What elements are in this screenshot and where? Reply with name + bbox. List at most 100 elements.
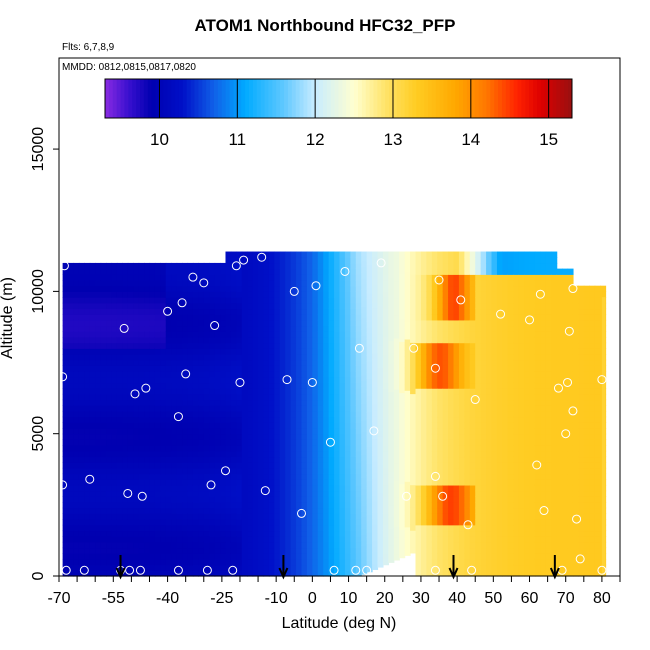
heatmap-cell — [507, 359, 514, 366]
heatmap-cell — [296, 399, 303, 406]
heatmap-cell — [350, 405, 357, 412]
heatmap-cell — [377, 367, 384, 375]
heatmap-cell — [160, 462, 167, 469]
heatmap-cell — [165, 399, 172, 406]
heatmap-cell — [404, 327, 411, 334]
heatmap-cell — [100, 558, 107, 566]
heatmap-cell — [350, 530, 357, 537]
heatmap-cell — [464, 450, 471, 458]
heatmap-cell — [230, 382, 237, 389]
heatmap-cell — [496, 564, 503, 571]
heatmap-cell — [73, 297, 80, 304]
heatmap-cell — [502, 262, 509, 270]
heatmap-cell — [268, 382, 275, 389]
heatmap-cell — [192, 496, 199, 503]
heatmap-cell — [247, 274, 254, 281]
heatmap-cell — [334, 433, 341, 440]
heatmap-cell — [138, 445, 145, 452]
heatmap-cell — [268, 541, 275, 549]
heatmap-cell — [187, 479, 194, 486]
heatmap-cell — [149, 314, 156, 321]
heatmap-cell — [502, 308, 509, 315]
heatmap-cell — [182, 536, 189, 543]
heatmap-cell — [339, 558, 346, 566]
heatmap-cell — [187, 354, 194, 361]
heatmap-cell — [241, 547, 248, 554]
heatmap-cell — [486, 319, 493, 327]
heatmap-cell — [106, 547, 113, 554]
heatmap-cell — [480, 331, 487, 338]
heatmap-cell — [437, 450, 444, 458]
heatmap-cell — [301, 354, 308, 361]
heatmap-cell — [285, 308, 292, 315]
heatmap-cell — [62, 359, 69, 366]
heatmap-cell — [100, 291, 107, 298]
heatmap-cell — [344, 439, 351, 446]
heatmap-cell — [312, 547, 319, 554]
heatmap-cell — [214, 371, 221, 378]
heatmap-cell — [502, 251, 509, 258]
heatmap-cell — [127, 553, 134, 560]
heatmap-cell — [410, 530, 417, 537]
heatmap-cell — [133, 547, 140, 554]
heatmap-cell — [95, 342, 102, 349]
heatmap-cell — [431, 376, 438, 384]
heatmap-cell — [524, 450, 531, 458]
heatmap-cell — [176, 462, 183, 469]
heatmap-cell — [475, 428, 482, 435]
heatmap-cell — [366, 418, 373, 425]
heatmap-cell — [361, 289, 368, 296]
heatmap-cell — [534, 547, 541, 554]
heatmap-cell — [312, 445, 319, 452]
heatmap-cell — [95, 439, 102, 446]
heatmap-cell — [306, 405, 313, 412]
heatmap-cell — [236, 268, 243, 275]
heatmap-cell — [486, 519, 493, 526]
heatmap-cell — [263, 365, 270, 372]
heatmap-cell — [355, 462, 362, 469]
heatmap-cell — [252, 325, 259, 332]
heatmap-cell — [366, 383, 373, 391]
heatmap-cell — [496, 536, 503, 543]
heatmap-cell — [355, 371, 362, 378]
heatmap-cell — [301, 502, 308, 509]
heatmap-cell — [361, 545, 368, 552]
heatmap-cell — [285, 553, 292, 560]
heatmap-cell — [68, 416, 75, 423]
heatmap-cell — [524, 308, 531, 315]
heatmap-cell — [274, 325, 281, 332]
heatmap-cell — [268, 376, 275, 384]
heatmap-cell — [372, 290, 379, 297]
heatmap-cell — [513, 513, 520, 520]
heatmap-cell — [176, 456, 183, 463]
heatmap-cell — [437, 371, 444, 378]
heatmap-cell — [106, 302, 113, 310]
heatmap-cell — [100, 416, 107, 423]
heatmap-cell — [68, 297, 75, 304]
heatmap-cell — [133, 570, 140, 577]
heatmap-cell — [475, 297, 482, 304]
heatmap-cell — [502, 519, 509, 526]
heatmap-cell — [507, 496, 514, 503]
heatmap-cell — [458, 302, 465, 310]
heatmap-cell — [133, 399, 140, 406]
heatmap-cell — [192, 490, 199, 497]
heatmap-cell — [214, 484, 221, 492]
heatmap-cell — [323, 365, 330, 372]
heatmap-cell — [540, 365, 547, 372]
heatmap-cell — [540, 297, 547, 304]
heatmap-cell — [344, 564, 351, 571]
heatmap-cell — [491, 479, 498, 486]
heatmap-cell — [496, 336, 503, 344]
heatmap-cell — [350, 422, 357, 429]
heatmap-cell — [241, 530, 248, 537]
heatmap-cell — [84, 342, 91, 349]
heatmap-cell — [334, 376, 341, 384]
heatmap-cell — [95, 268, 102, 275]
heatmap-cell — [111, 416, 118, 423]
heatmap-cell — [366, 287, 373, 294]
heatmap-cell — [426, 570, 433, 577]
heatmap-cell — [68, 473, 75, 480]
heatmap-cell — [154, 490, 161, 497]
heatmap-cell — [209, 536, 216, 543]
